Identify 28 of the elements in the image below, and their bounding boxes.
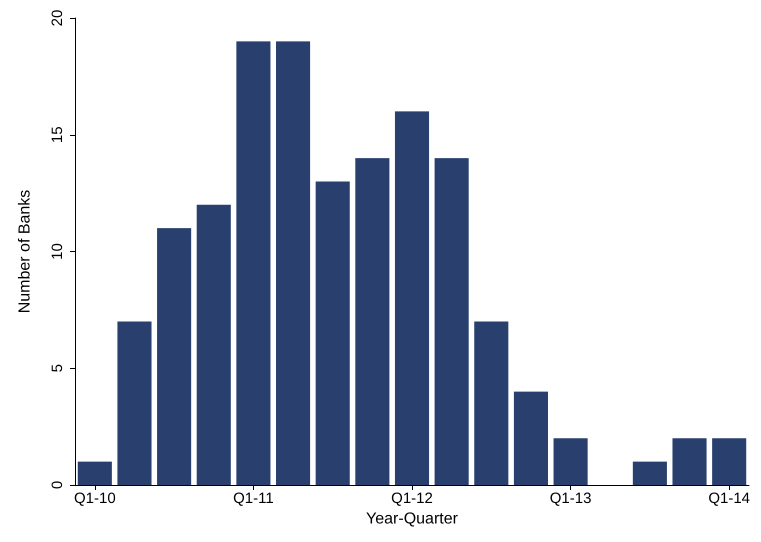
y-axis-title: Number of Banks	[16, 190, 34, 314]
bar	[157, 228, 192, 485]
x-tick-label: Q1-13	[550, 490, 592, 507]
y-tick-label: 20	[49, 10, 66, 26]
bar	[236, 41, 270, 485]
bar	[316, 181, 350, 485]
bar	[554, 438, 588, 485]
y-tick-label: 10	[49, 243, 66, 260]
y-tick-label: 0	[49, 480, 66, 490]
y-tick-label: 5	[49, 364, 66, 372]
x-tick-label: Q1-11	[233, 490, 274, 507]
bar	[434, 158, 469, 485]
bar	[394, 111, 430, 485]
bar	[672, 438, 707, 485]
bar	[712, 438, 746, 485]
bar	[514, 392, 548, 485]
bar	[276, 41, 310, 485]
bar	[117, 322, 152, 485]
bar	[632, 462, 667, 485]
x-axis-title: Year-Quarter	[366, 510, 459, 528]
x-tick-label: Q1-14	[708, 490, 750, 507]
bar	[474, 322, 508, 485]
bar	[78, 462, 112, 485]
x-tick-label: Q1-10	[74, 490, 116, 507]
bar	[355, 158, 390, 485]
y-tick-label: 15	[49, 126, 66, 144]
bar	[196, 204, 231, 485]
x-tick-label: Q1-12	[391, 490, 433, 507]
